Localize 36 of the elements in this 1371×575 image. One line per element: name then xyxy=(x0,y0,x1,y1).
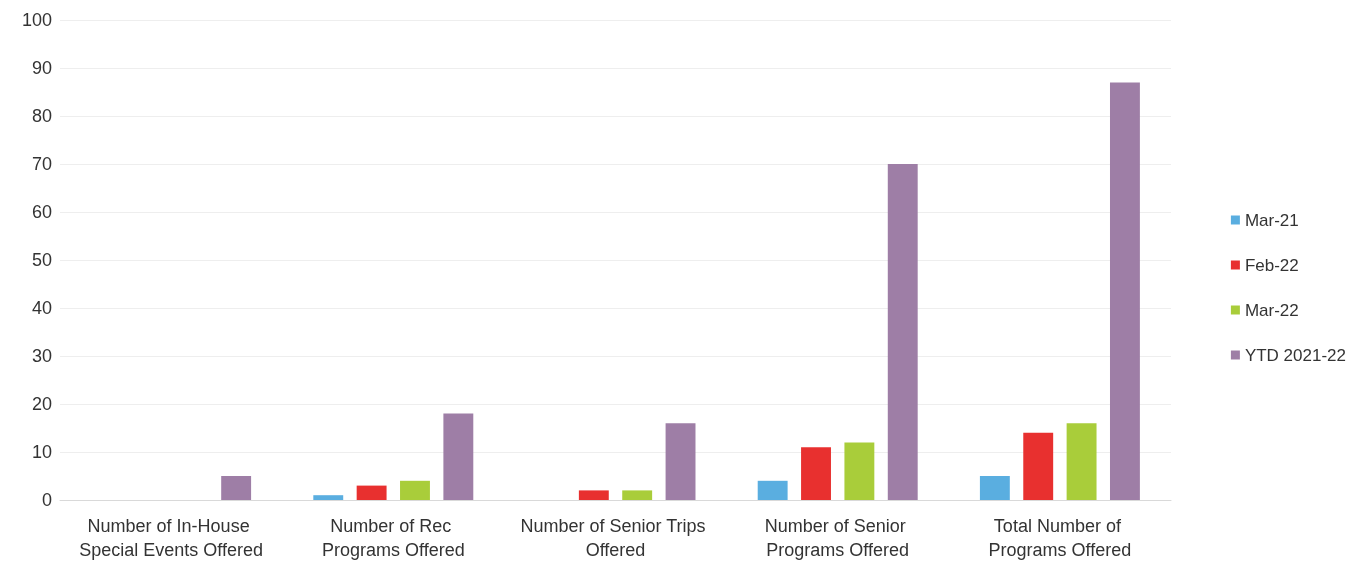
bar xyxy=(356,485,387,500)
y-tick-label: 10 xyxy=(31,442,52,462)
legend-label: Mar-21 xyxy=(1244,210,1299,230)
y-tick-label: 30 xyxy=(31,346,52,366)
bar xyxy=(622,490,653,500)
x-tick-label: Number of Rec Programs Offered xyxy=(321,516,465,560)
x-tick-label: Total Number of Programs Offered xyxy=(988,516,1132,560)
bar xyxy=(443,413,474,500)
y-tick-label: 50 xyxy=(31,250,52,270)
bar xyxy=(757,480,788,500)
bar xyxy=(400,480,430,500)
bar xyxy=(844,442,875,500)
x-tick-label: Number of Senior Trips Offered xyxy=(520,516,711,560)
y-tick-label: 80 xyxy=(31,106,52,126)
y-tick-label: 0 xyxy=(41,490,52,510)
bar xyxy=(1023,432,1054,500)
bar xyxy=(578,490,609,500)
bar xyxy=(313,495,344,500)
bar xyxy=(665,423,696,500)
legend-label: Feb-22 xyxy=(1244,255,1299,275)
legend-label: Mar-22 xyxy=(1244,300,1299,320)
x-tick-label: Number of Senior Programs Offered xyxy=(764,516,911,560)
bar xyxy=(979,476,1010,500)
y-tick-label: 90 xyxy=(31,58,52,78)
bar xyxy=(221,476,252,500)
legend-label: YTD 2021-22 xyxy=(1244,345,1347,365)
bar xyxy=(801,447,831,500)
y-tick-label: 20 xyxy=(31,394,52,414)
y-tick-label: 100 xyxy=(21,10,52,30)
bar xyxy=(887,164,918,500)
y-tick-label: 70 xyxy=(31,154,52,174)
y-tick-label: 40 xyxy=(31,298,52,318)
y-tick-label: 60 xyxy=(31,202,52,222)
bar xyxy=(1109,82,1140,500)
bar xyxy=(1066,423,1097,500)
x-tick-label: Number of In-House Special Events Offered xyxy=(79,516,263,560)
